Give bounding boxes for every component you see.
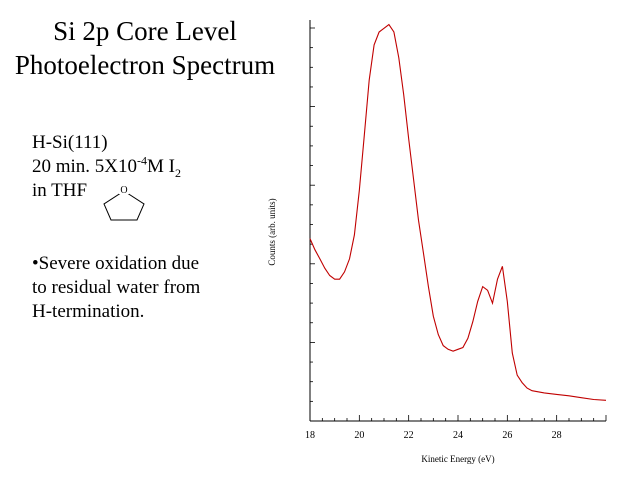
x-tick-label: 24 — [453, 430, 463, 441]
sample-subscript: 2 — [175, 165, 182, 180]
slide-title: Si 2p Core Level Photoelectron Spectrum — [0, 14, 290, 82]
thf-oxygen-label: O — [120, 185, 127, 196]
sample-line-3: in THF — [32, 180, 88, 201]
chart-tick-labels: 18 20 22 24 26 28 — [305, 430, 562, 441]
thf-molecule-icon: O — [103, 184, 145, 221]
title-line-1: Si 2p Core Level — [53, 16, 237, 46]
y-axis-label: Counts (arb. units) — [267, 198, 277, 265]
note-line-3: H-termination. — [32, 301, 145, 322]
sample-exponent: -4 — [137, 153, 148, 168]
x-tick-label: 22 — [404, 430, 414, 441]
sample-line-2-mid: M I — [147, 156, 176, 177]
x-tick-label: 26 — [502, 430, 512, 441]
oxidation-note: •Severe oxidation due to residual water … — [32, 252, 200, 324]
x-tick-label: 28 — [552, 430, 562, 441]
chart-axes — [309, 20, 606, 422]
sample-line-2-prefix: 20 min. 5X10 — [32, 156, 138, 177]
note-line-2: to residual water from — [32, 277, 201, 298]
x-axis-label: Kinetic Energy (eV) — [421, 454, 494, 464]
x-tick-label: 20 — [354, 430, 364, 441]
title-line-2: Photoelectron Spectrum — [14, 50, 276, 80]
chart-ticks — [309, 27, 607, 422]
note-line-1: •Severe oxidation due — [32, 253, 200, 274]
sample-line-2: 20 min. 5X10-4M I2 — [32, 155, 181, 179]
spectrum-line — [309, 23, 607, 401]
sample-line-1: H-Si(111) — [32, 132, 108, 153]
x-tick-label: 18 — [305, 430, 315, 441]
sample-info: H-Si(111) 20 min. 5X10-4M I2 in THF — [32, 131, 181, 203]
